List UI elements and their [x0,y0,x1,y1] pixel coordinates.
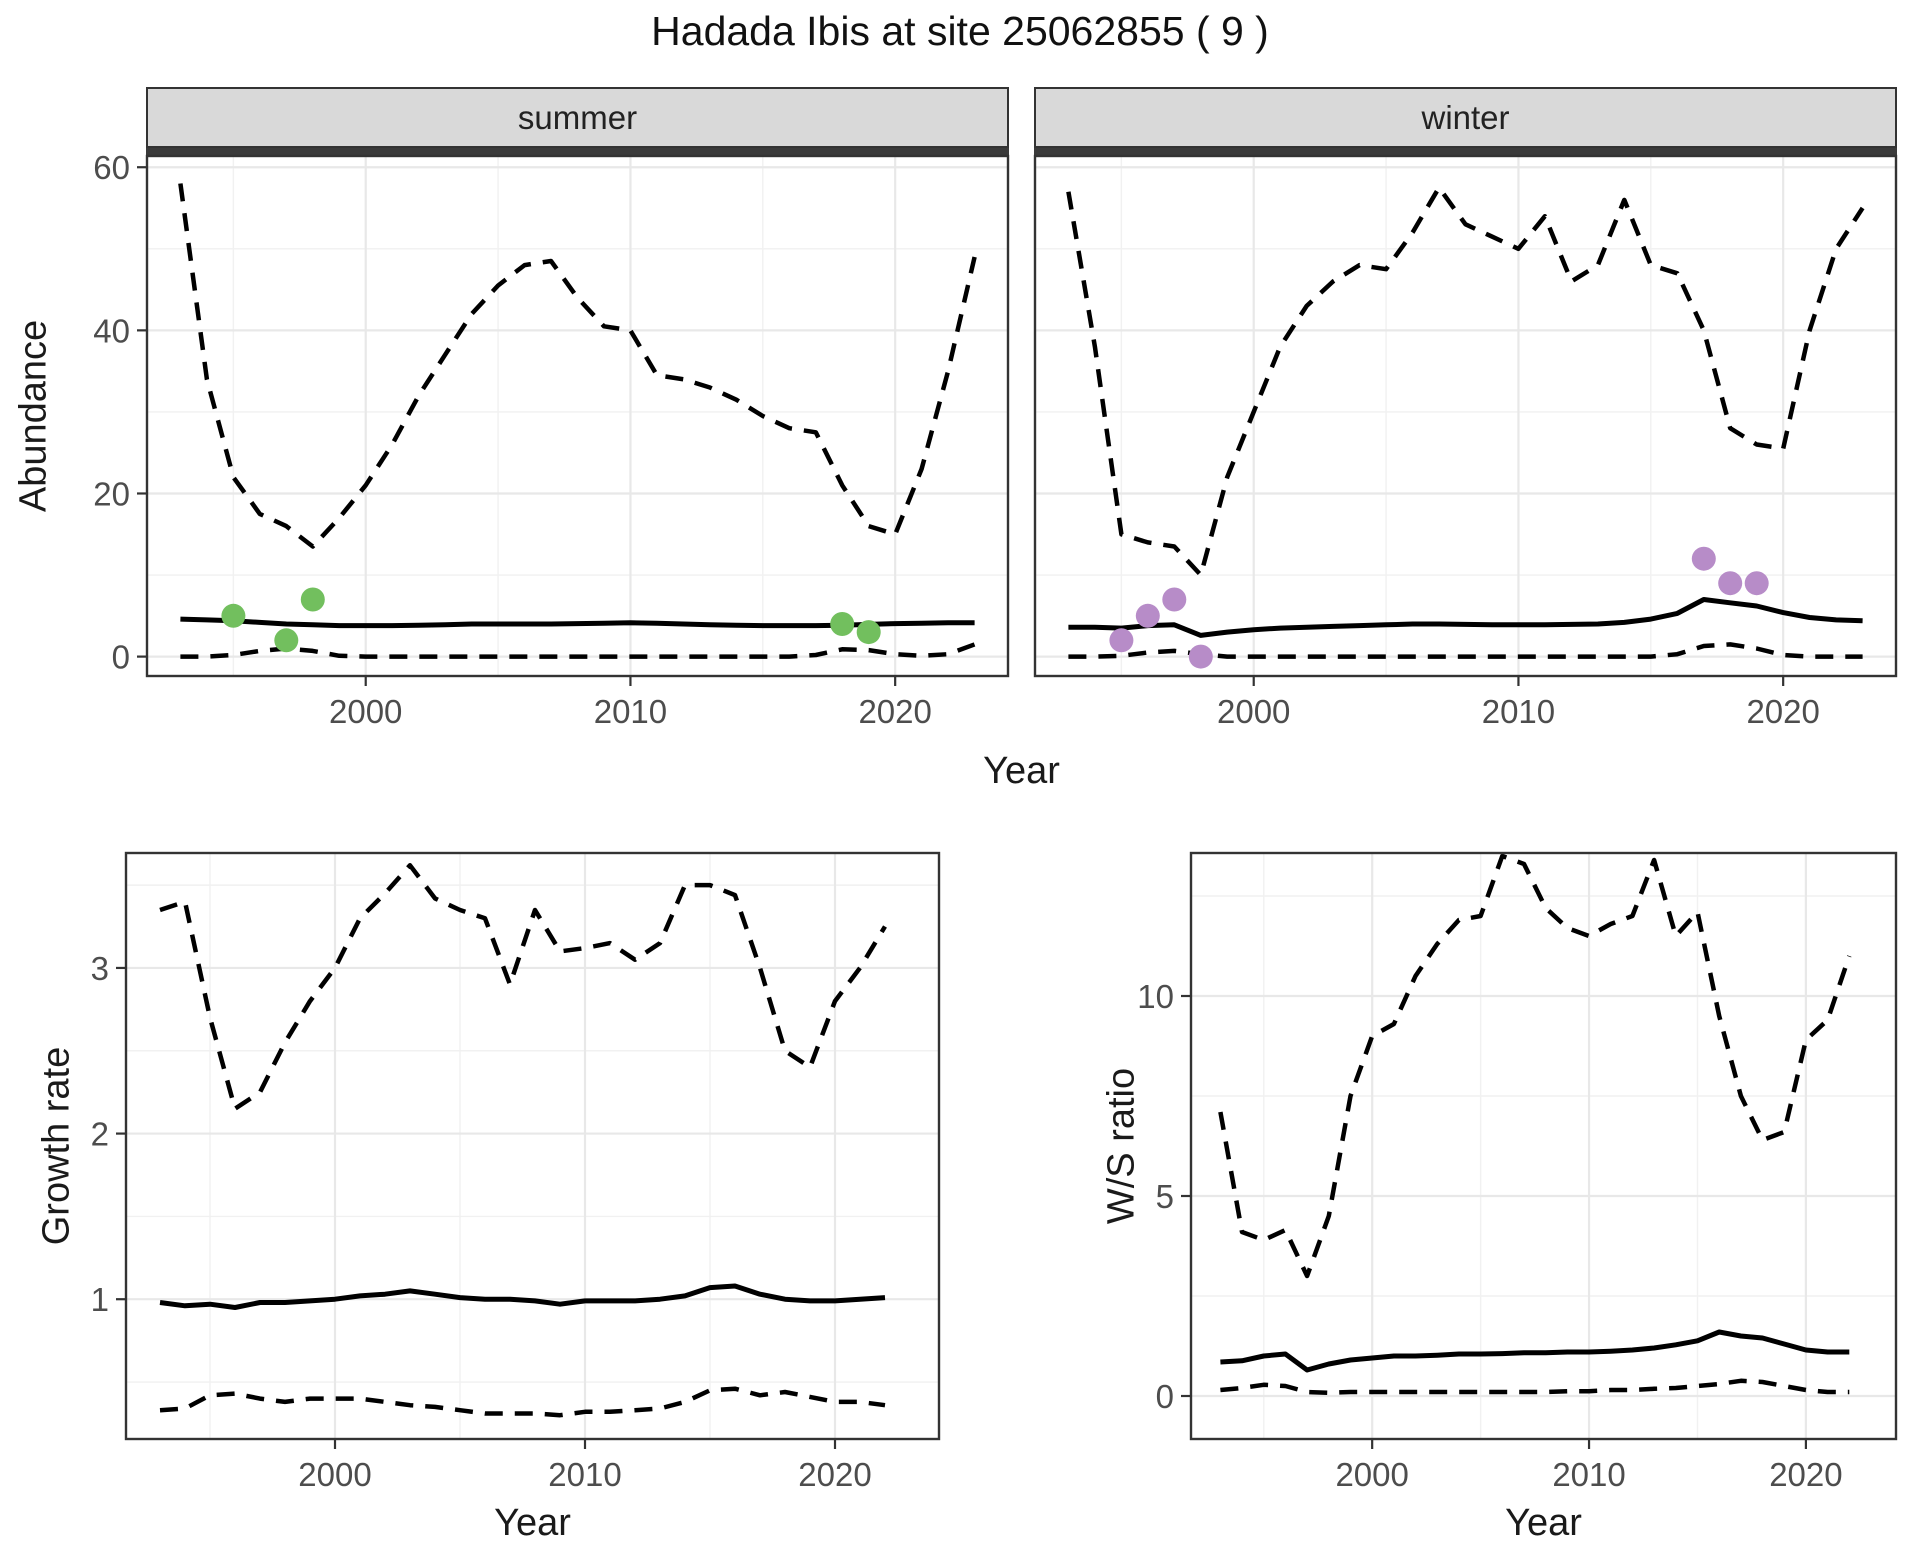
growth-rate-plot: 2000 2010 2020 1 2 3 [91,851,941,1493]
upper-95ci-dashed [1218,853,1852,1279]
x-tick-label: 2010 [548,1456,621,1493]
median-solid [1068,597,1863,638]
winter-observation-point [1109,628,1134,653]
plot-title: Hadada Ibis at site 25062855 ( 9 ) [651,8,1269,54]
y-tick-label: 5 [1156,1178,1174,1215]
facet-strip-summer-label: summer [517,98,638,136]
winter-observation-point [1718,571,1743,596]
median-solid [1220,1329,1850,1373]
y-tick-label: 1 [91,1281,109,1318]
winter-observation-point [1135,603,1160,628]
y-axis-label-abundance: Abundance [12,319,55,513]
ws-ratio-plot: 2000 2010 2020 0 5 10 [1137,851,1898,1493]
lower-95ci-dashed [1220,1378,1850,1396]
facet-strip-winter: winter [1034,87,1897,148]
y-tick-label: 20 [93,475,130,512]
y-tick-label: 10 [1137,978,1174,1015]
x-tick-label: 2020 [1746,693,1819,730]
summer-abundance-plot: 2000 2010 2020 0 20 40 60 [93,149,1010,730]
upper-95ci-dashed [178,183,977,549]
panel-border [145,154,1010,678]
facet-strip-summer-separator [146,148,1009,155]
x-tick-label: 2000 [1217,693,1290,730]
panel-border [1033,154,1898,678]
x-tick-label: 2010 [1482,693,1555,730]
summer-observation-point [830,612,855,636]
median-solid [159,1283,886,1310]
y-tick-label: 0 [1156,1378,1174,1415]
winter-observation-point [1691,546,1716,571]
facet-strip-summer: summer [146,87,1009,148]
y-tick-label: 2 [91,1116,109,1153]
panel-border [1189,851,1898,1441]
panel-background [146,155,1009,677]
x-tick-label: 2010 [1552,1456,1625,1493]
x-axis-label-year-top: Year [983,750,1060,792]
facet-strip-winter-separator [1034,148,1897,155]
y-tick-label: 0 [112,639,130,676]
x-tick-label: 2000 [298,1456,371,1493]
upper-95ci-dashed [1066,185,1865,578]
y-tick-label: 3 [91,950,109,987]
summer-observation-point [274,628,299,653]
facet-strip-winter-label: winter [1421,98,1510,136]
x-tick-label: 2000 [1335,1456,1408,1493]
x-tick-label: 2020 [1769,1456,1842,1493]
winter-observation-point [1744,571,1769,596]
x-axis-label-year-ws: Year [1505,1502,1582,1544]
summer-observation-point [856,620,881,645]
panel-background [125,852,940,1440]
x-tick-label: 2020 [858,693,931,730]
lower-95ci-dashed [180,642,976,659]
x-tick-label: 2010 [594,693,667,730]
lower-95ci-dashed [159,1386,886,1418]
summer-observation-point [300,587,325,612]
y-tick-label: 40 [93,312,130,349]
y-tick-label: 60 [93,149,130,186]
winter-observation-point [1188,644,1213,669]
panel-border [124,851,941,1441]
x-tick-label: 2000 [329,693,402,730]
summer-observation-point [221,603,246,628]
upper-95ci-dashed [159,863,887,1111]
x-axis-label-year-growth: Year [494,1502,571,1544]
winter-abundance-plot: 2000 2010 2020 [1033,154,1898,730]
x-tick-label: 2020 [798,1456,871,1493]
winter-observation-point [1162,587,1187,612]
